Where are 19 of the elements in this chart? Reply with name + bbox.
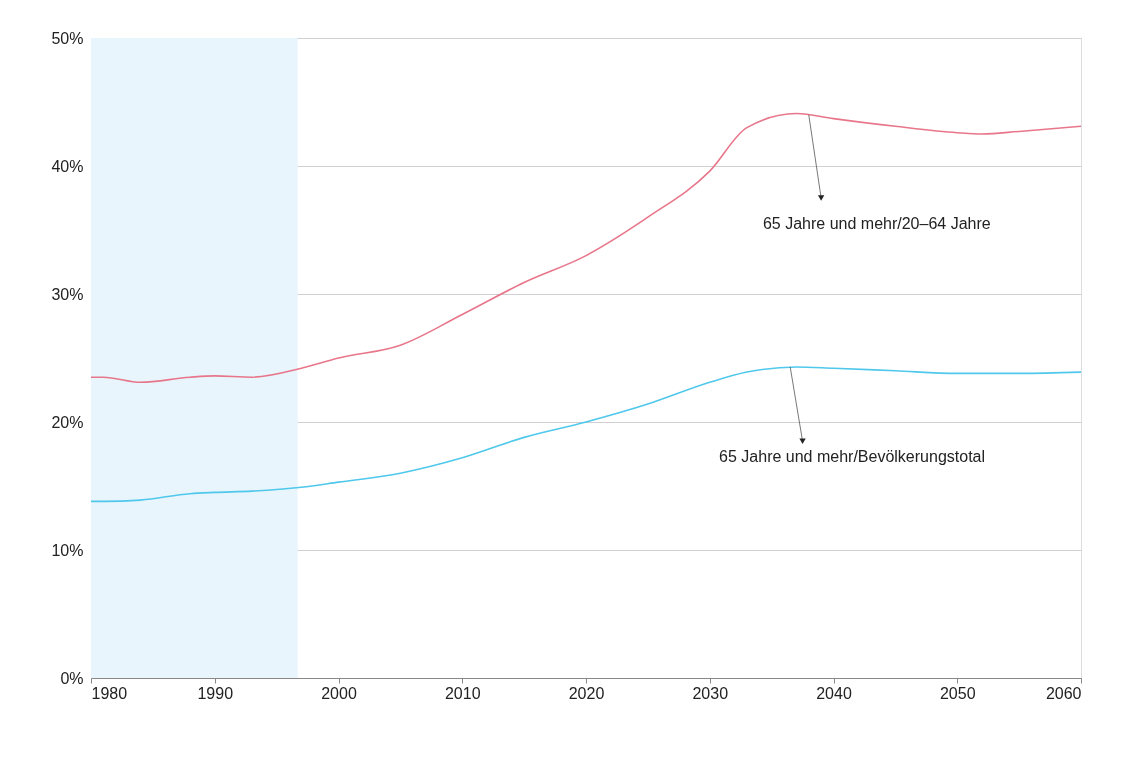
x-tick-label: 1980 [91, 684, 128, 702]
x-tick-label: 2050 [939, 684, 976, 702]
y-tick-label: 10% [51, 541, 84, 559]
x-tick-label: 1990 [197, 684, 234, 702]
line-series [90, 112, 1082, 384]
y-tick-label: 30% [51, 285, 84, 303]
annotation: 65 Jahre und mehr/Bevölkerungstotal [719, 447, 986, 465]
annotation: 65 Jahre und mehr/20–64 Jahre [762, 214, 991, 232]
y-tick-label: 0% [60, 669, 84, 687]
x-tick-label: 2030 [692, 684, 729, 702]
y-tick-label: 40% [51, 157, 84, 175]
y-tick-label: 50% [51, 29, 84, 47]
x-tick-label: 2040 [816, 684, 852, 702]
x-tick-label: 2010 [444, 684, 481, 702]
x-tick-label: 2000 [321, 684, 357, 702]
y-tick-label: 20% [51, 413, 84, 431]
x-tick-label: 2060 [1045, 684, 1082, 702]
x-tick-label: 2020 [568, 684, 605, 702]
line-series [90, 366, 1082, 503]
